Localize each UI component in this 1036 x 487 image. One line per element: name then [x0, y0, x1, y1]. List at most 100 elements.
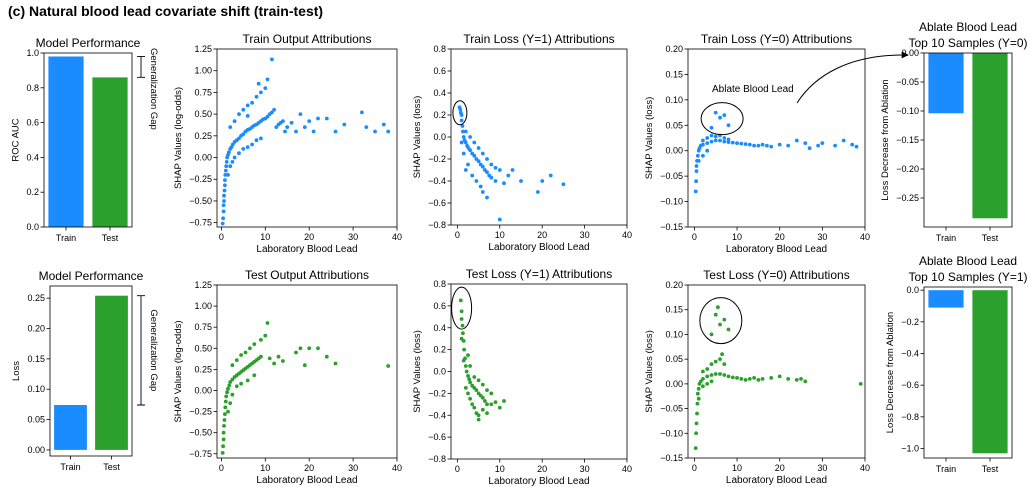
scatter-point — [239, 381, 244, 386]
scatter-point — [459, 309, 464, 314]
scatter-point — [234, 384, 239, 389]
scatter-point — [709, 373, 714, 377]
scatter-point — [466, 391, 470, 396]
scatter-point — [489, 175, 494, 180]
scatter-point — [536, 190, 540, 194]
y-tick-label: 0.15 — [27, 354, 45, 364]
scatter-point — [760, 377, 765, 381]
y-tick-label: −0.2 — [901, 317, 919, 327]
scatter-point — [227, 383, 232, 388]
chart-test_l0: −0.15 −0.10 −0.05 0.00 0.05 0.10 0.15 0.20 0 10 20… — [644, 268, 870, 486]
chart-train_l0: −0.15 −0.10 −0.05 0.00 0.05 0.10 0.15 0.20 0 10 20… — [644, 32, 870, 255]
scatter-point — [254, 94, 259, 99]
axes-frame — [687, 284, 866, 459]
scatter-point — [333, 129, 338, 134]
scatter-point — [485, 411, 489, 415]
scatter-point — [259, 136, 263, 141]
y-axis-label: Loss Decrease from Ablation — [885, 312, 896, 433]
axes-frame — [923, 286, 1013, 459]
y-tick-label: 0.20 — [665, 280, 683, 290]
highlight-ellipse — [451, 286, 473, 330]
scatter-point — [470, 402, 475, 407]
scatter-point — [245, 103, 250, 108]
scatter-point — [489, 391, 494, 396]
scatter-point — [730, 140, 735, 145]
scatter-point — [713, 372, 718, 376]
scatter-point — [224, 394, 229, 399]
chart-test_out: −0.75 −0.50 −0.25 0.00 0.25 0.50 0.75 1.00 1.25 0… — [173, 268, 402, 486]
chart-train_l1: −0.8 −0.6 −0.4 −0.2 0.0 0.2 0.4 0.6 0.8 0 10 20 30 40… — [412, 32, 632, 253]
scatter-point — [250, 100, 255, 105]
scatter-point — [243, 350, 248, 355]
chart-title: Model Performance — [39, 269, 144, 283]
scatter-point — [461, 358, 466, 363]
scatter-point — [480, 407, 485, 412]
bar-test — [972, 290, 1008, 454]
chart-title: Train Loss (Y=1) Attributions — [463, 32, 614, 46]
scatter-point — [485, 195, 489, 200]
scatter-point — [254, 138, 259, 143]
y-tick-label: −0.4 — [428, 176, 446, 186]
scatter-point — [252, 373, 257, 378]
y-tick-label: 0.4 — [433, 88, 446, 98]
chart-title: Model Performance — [36, 36, 141, 50]
scatter-point — [281, 359, 285, 363]
scatter-point — [472, 140, 477, 145]
figure-title: (c) Natural blood lead covariate shift (… — [8, 3, 324, 19]
y-tick-label: −1.0 — [901, 444, 919, 454]
chart-title: Test Loss (Y=1) Attributions — [466, 267, 612, 281]
scatter-point — [472, 153, 477, 158]
scatter-point — [232, 119, 237, 123]
bar-test — [972, 53, 1008, 219]
x-tick-label: 40 — [860, 463, 870, 473]
scatter-point — [228, 164, 233, 169]
y-tick-label: −0.4 — [901, 349, 919, 359]
axes-frame — [687, 48, 866, 228]
y-axis-label: Loss — [11, 361, 22, 381]
scatter-point — [222, 418, 227, 422]
y-tick-label: 0.8 — [433, 44, 446, 54]
scatter-point — [850, 142, 855, 147]
scatter-point — [696, 159, 701, 163]
x-axis-label: Laboratory Blood Lead — [256, 475, 357, 486]
x-axis-label: Laboratory Blood Lead — [256, 244, 357, 255]
y-axis-label: Loss Decrease from Ablation — [880, 79, 891, 200]
scatter-point — [241, 107, 246, 112]
scatter-point — [756, 143, 761, 148]
scatter-point — [463, 364, 468, 368]
scatter-point — [324, 354, 329, 359]
scatter-point — [241, 147, 246, 151]
scatter-point — [245, 378, 250, 383]
highlight-ellipse — [452, 100, 468, 126]
scatter-point — [466, 374, 470, 378]
scatter-point — [722, 113, 727, 117]
y-tick-label: 0.0 — [26, 222, 39, 232]
scatter-point — [461, 135, 466, 139]
y-tick-label: −0.15 — [660, 453, 683, 463]
x-tick-label: Train — [56, 233, 76, 243]
chart-title: Train Output Attributions — [243, 32, 372, 46]
scatter-point — [241, 132, 246, 137]
chart-title: Top 10 Samples (Y=1) — [908, 270, 1027, 284]
y-tick-label: −0.50 — [189, 428, 212, 438]
scatter-point — [248, 346, 252, 351]
scatter-point — [493, 165, 498, 170]
y-tick-label: −0.8 — [901, 412, 919, 422]
scatter-point — [720, 352, 724, 357]
y-tick-label: −0.8 — [428, 220, 446, 230]
y-axis-label: SHAP Values (log-odds) — [173, 320, 184, 422]
x-tick-label: 20 — [537, 464, 547, 474]
scatter-point — [237, 112, 241, 116]
scatter-point — [713, 134, 718, 139]
scatter-point — [263, 333, 268, 338]
scatter-point — [695, 153, 700, 158]
y-tick-label: −0.75 — [189, 218, 212, 228]
scatter-point — [360, 110, 364, 115]
x-tick-label: 20 — [775, 463, 785, 473]
scatter-point — [476, 413, 481, 418]
scatter-point — [485, 402, 489, 407]
scatter-point — [459, 336, 464, 341]
scatter-point — [276, 354, 281, 359]
y-tick-label: 0.4 — [433, 323, 446, 333]
scatter-point — [237, 151, 241, 156]
